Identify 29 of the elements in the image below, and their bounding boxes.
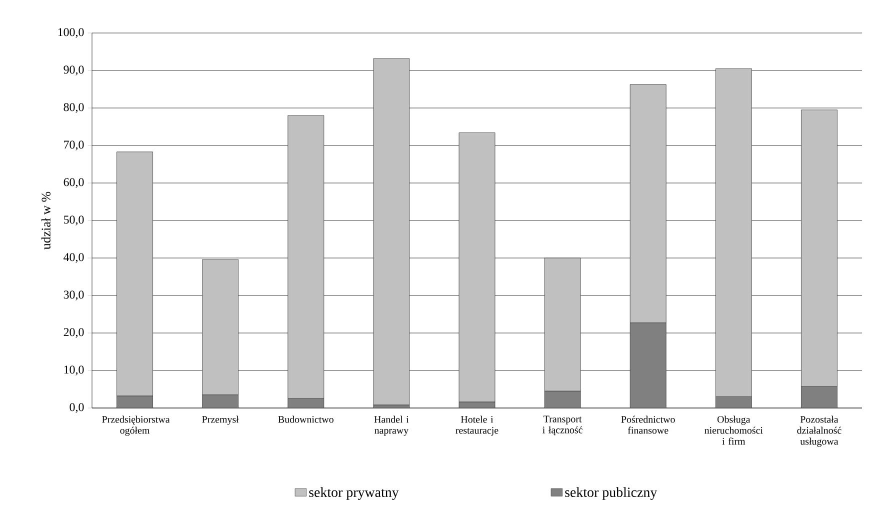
y-tick-label: 50,0 [64,216,84,226]
y-tick-label: 70,0 [64,140,84,150]
y-tick-label: 0,0 [70,403,84,413]
bar [202,394,238,408]
bar [544,390,581,408]
x-tick-label: Pozostała działalność usługowa [797,416,842,447]
bar [801,386,838,408]
x-tick-label: Przemysł [202,416,239,425]
y-tick-label: 40,0 [64,253,84,263]
legend-label: sektor prywatny [309,487,399,500]
x-tick-label: Obsługa nieruchomości i firm [704,416,763,445]
y-tick-label: 100,0 [58,28,84,38]
y-axis-title: udział w % [41,192,50,250]
x-tick-label: Przedsiębiorstwa ogółem [102,416,170,436]
x-tick-label: Pośrednictwo finansowe [621,416,675,434]
legend-label: sektor publiczny [565,487,658,500]
y-tick-label: 20,0 [64,328,84,338]
bar [116,396,153,408]
bar [716,396,752,408]
x-tick-label: Transport i łączność [542,416,582,436]
y-tick-label: 90,0 [64,66,84,76]
bar [630,322,666,408]
y-tick-label: 10,0 [64,366,84,376]
x-tick-label: Hotele i restauracje [456,416,498,436]
y-tick-label: 80,0 [64,103,84,113]
y-tick-label: 60,0 [64,178,84,188]
x-tick-label: Budownictwo [278,416,334,423]
y-tick-label: 30,0 [64,290,84,300]
x-tick-label: Handel i naprawy [374,416,409,436]
